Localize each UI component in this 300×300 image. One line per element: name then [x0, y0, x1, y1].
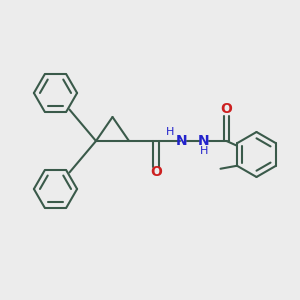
Text: H: H: [200, 146, 208, 157]
Text: N: N: [198, 134, 210, 148]
Text: O: O: [150, 166, 162, 179]
Text: H: H: [166, 127, 175, 137]
Text: N: N: [176, 134, 187, 148]
Text: O: O: [220, 103, 232, 116]
